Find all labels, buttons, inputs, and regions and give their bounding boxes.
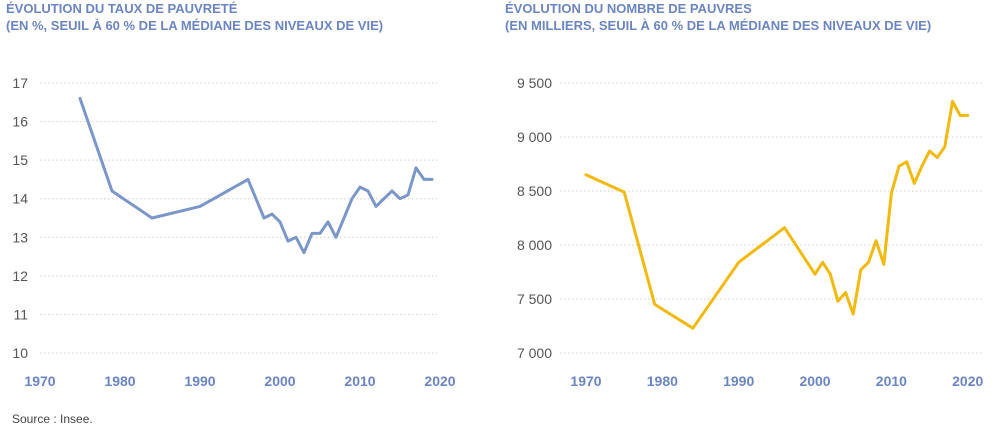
rate-x-tick-label: 2020 [424,373,455,389]
rate-y-tick-label: 17 [12,75,28,91]
poor-count-chart: 7 000 7 500 8 000 8 500 9 000 9 500 1970 1980 19… [517,75,984,389]
right-chart-title: ÉVOLUTION DU NOMBRE DE PAUVRES (EN MILLI… [505,0,931,34]
count-x-tick-label: 1970 [570,373,601,389]
count-y-tick-label: 7 000 [517,345,552,361]
count-x-tick-label: 1980 [647,373,678,389]
count-y-tick-label: 7 500 [517,291,552,307]
count-y-tick-label: 9 500 [517,75,552,91]
rate-y-tick-label: 14 [12,191,28,207]
count-y-tick-label: 8 500 [517,183,552,199]
left-chart-title: ÉVOLUTION DU TAUX DE PAUVRETÉ (EN %, SEU… [6,0,383,34]
count-x-tick-label: 2010 [876,373,907,389]
left-chart-subtitle: (EN %, SEUIL À 60 % DE LA MÉDIANE DES NI… [6,18,384,33]
left-chart-title-line1: ÉVOLUTION DU TAUX DE PAUVRETÉ [6,1,238,16]
rate-y-tick-label: 15 [12,152,28,168]
rate-x-tick-label: 1990 [184,373,215,389]
rate-x-tick-label: 2000 [264,373,295,389]
rate-y-tick-label: 16 [12,114,28,130]
rate-y-tick-label: 12 [12,268,28,284]
count-y-tick-label: 8 000 [517,237,552,253]
rate-y-tick-label: 11 [13,306,28,322]
count-x-tick-label: 2020 [952,373,983,389]
count-y-tick-label: 9 000 [517,129,552,145]
rate-series-line [78,96,434,255]
count-x-tick-label: 2000 [799,373,830,389]
rate-y-tick-label: 13 [12,229,28,245]
rate-y-tick-label: 10 [12,345,28,361]
rate-x-tick-label: 1980 [104,373,135,389]
rate-x-tick-label: 1970 [24,373,55,389]
count-series-line [584,99,970,330]
rate-x-tick-label: 2010 [344,373,375,389]
source-note: Source : Insee. [12,412,93,426]
right-chart-title-line1: ÉVOLUTION DU NOMBRE DE PAUVRES [505,1,752,16]
poverty-rate-chart: 10 11 12 13 14 15 16 17 1970 1980 1990 2000 2010 2020 [12,75,455,389]
right-chart-subtitle: (EN MILLIERS, SEUIL À 60 % DE LA MÉDIANE… [505,18,932,33]
count-x-tick-label: 1990 [723,373,754,389]
